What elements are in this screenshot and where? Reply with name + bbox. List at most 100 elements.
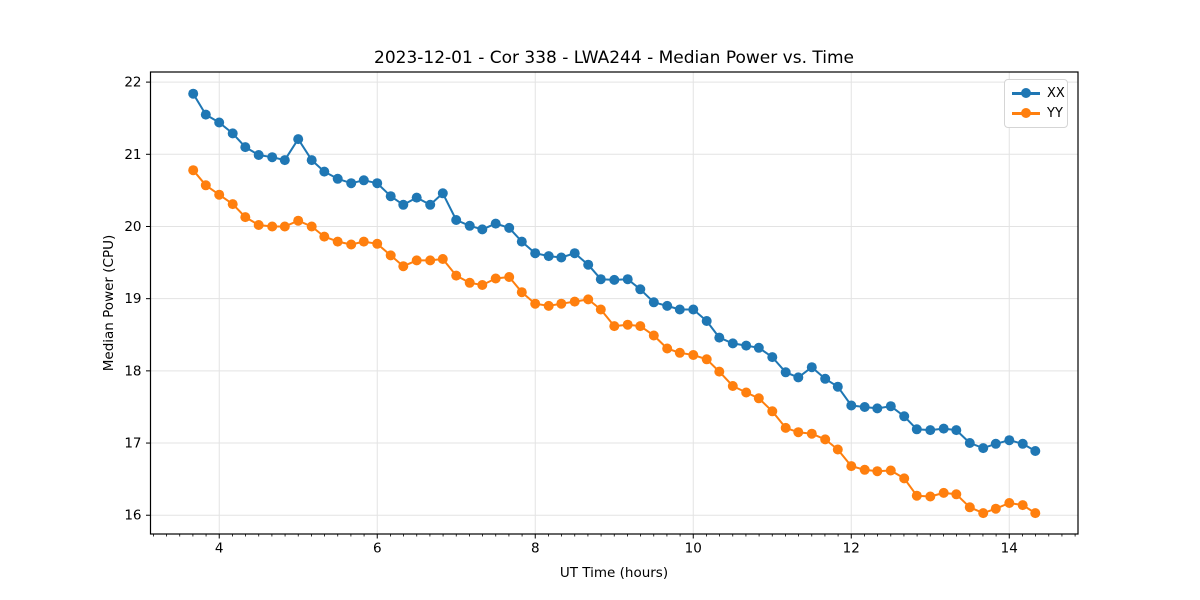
series-yy-marker — [925, 491, 936, 502]
series-xx-marker — [820, 373, 831, 384]
series-xx-marker — [346, 178, 357, 189]
x-tick-label: 10 — [685, 541, 702, 557]
series-yy-marker — [411, 255, 422, 266]
series-xx-marker — [899, 411, 910, 422]
series-xx-marker — [806, 362, 817, 373]
series-xx-marker — [714, 332, 725, 343]
y-tick-label: 17 — [124, 436, 141, 452]
series-yy-marker — [332, 236, 343, 247]
series-xx-marker — [188, 88, 199, 99]
series-yy-marker — [911, 490, 922, 501]
series-yy-marker — [846, 461, 857, 472]
series-xx-marker — [240, 142, 251, 153]
x-tick-label: 4 — [215, 541, 224, 557]
series-yy-marker — [688, 350, 699, 360]
series-xx-marker — [411, 192, 422, 203]
series-yy-marker — [188, 165, 199, 176]
x-tick-label: 14 — [1001, 541, 1018, 557]
series-yy-marker — [938, 487, 949, 498]
series-xx-marker — [753, 342, 764, 353]
series-yy-marker — [464, 277, 475, 288]
series-xx-marker — [951, 425, 962, 436]
series-xx-marker — [451, 215, 462, 225]
series-yy-marker — [385, 250, 396, 261]
legend: XX YY — [1004, 79, 1068, 128]
series-xx-marker — [425, 199, 436, 210]
series-yy-marker — [622, 319, 633, 330]
series-xx-marker — [964, 438, 975, 448]
series-xx-marker — [780, 367, 791, 378]
series-xx-marker — [398, 199, 409, 210]
series-xx-marker — [569, 248, 580, 259]
series-yy-marker — [806, 428, 817, 439]
x-axis-label: UT Time (hours) — [559, 565, 669, 581]
series-xx-marker — [674, 304, 685, 315]
series-xx-marker — [1017, 438, 1028, 449]
legend-item-xx: XX — [1012, 85, 1065, 102]
series-yy-marker — [964, 502, 975, 513]
series-xx-marker — [504, 222, 515, 233]
plot-frame — [149, 71, 1079, 535]
series-yy-marker — [372, 238, 383, 249]
series-yy-marker — [504, 272, 515, 282]
x-tick-label: 6 — [373, 541, 382, 557]
series-yy-line — [192, 169, 1037, 515]
series-yy-marker — [1017, 500, 1028, 511]
series-yy-marker — [753, 393, 764, 404]
series-xx-marker — [595, 274, 606, 285]
series-yy-marker — [437, 254, 448, 264]
series-xx-marker — [358, 175, 369, 186]
series-yy-marker — [358, 236, 369, 247]
series-yy-marker — [530, 298, 541, 309]
series-xx-marker — [253, 150, 264, 160]
series-xx-marker — [516, 236, 527, 247]
series-yy-marker — [516, 287, 527, 298]
series-yy-marker — [780, 422, 791, 433]
series-yy-marker — [741, 387, 752, 398]
series-xx-marker — [622, 274, 633, 285]
legend-marker-icon-yy — [1021, 108, 1031, 119]
series-yy-marker — [267, 221, 278, 232]
y-axis-label: Median Power (CPU) — [101, 234, 117, 372]
series-yy-marker — [214, 189, 225, 200]
series-yy-marker — [1004, 498, 1015, 508]
series-yy-marker — [227, 199, 238, 210]
y-tick-label: 20 — [124, 219, 141, 235]
series-xx-marker — [846, 400, 857, 411]
series-xx-marker — [648, 297, 659, 308]
series-xx-marker — [385, 191, 396, 202]
series-yy-marker — [885, 465, 896, 476]
series-xx-marker — [727, 338, 738, 349]
series-yy-marker — [583, 294, 594, 305]
series-yy-marker — [648, 330, 659, 341]
series-xx-marker — [925, 425, 936, 436]
legend-marker-icon-xx — [1021, 88, 1031, 99]
series-yy-marker — [990, 503, 1001, 514]
series-xx-marker — [832, 381, 843, 392]
series-yy-marker — [859, 464, 870, 475]
series-xx-marker — [1030, 446, 1041, 456]
series-yy-marker — [635, 321, 646, 332]
series-xx-marker — [1004, 435, 1015, 446]
series-xx-marker — [938, 423, 949, 434]
legend-line-sample-yy — [1012, 108, 1040, 119]
series-yy-marker — [346, 239, 357, 250]
series-yy-marker — [319, 231, 330, 242]
series-yy-marker — [595, 304, 606, 315]
series-yy-marker — [674, 347, 685, 358]
series-xx-marker — [688, 304, 699, 315]
series-xx-marker — [978, 443, 989, 454]
series-xx-marker — [990, 438, 1001, 449]
legend-line-sample-xx — [1012, 88, 1040, 99]
series-xx-marker — [530, 248, 541, 259]
legend-label-xx: XX — [1047, 86, 1065, 101]
series-xx-marker — [464, 220, 475, 231]
series-yy-marker — [569, 296, 580, 307]
series-xx-marker — [477, 224, 488, 235]
y-tick-label: 19 — [124, 291, 141, 307]
series-yy-marker — [293, 215, 304, 226]
series-yy-marker — [978, 508, 989, 519]
series-xx-marker — [741, 340, 752, 351]
series-yy-marker — [240, 212, 251, 223]
series-xx-marker — [319, 166, 330, 177]
